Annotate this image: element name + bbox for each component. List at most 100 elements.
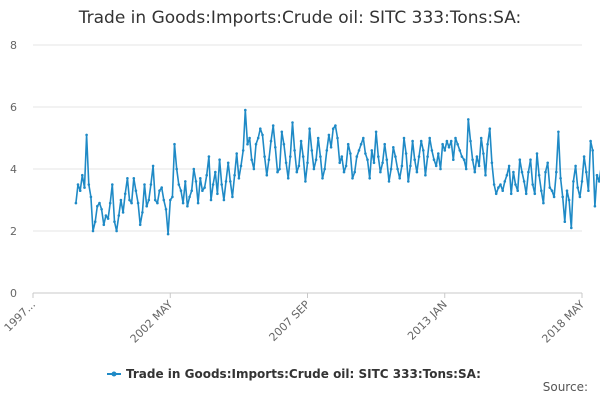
data-point: [186, 204, 189, 208]
data-point: [325, 149, 329, 152]
data-point: [471, 158, 474, 161]
data-point: [503, 180, 507, 183]
data-point: [89, 195, 93, 199]
data-point: [241, 149, 245, 152]
data-point: [514, 183, 517, 186]
data-point: [156, 201, 159, 205]
data-point: [141, 211, 144, 214]
data-point: [259, 127, 262, 130]
data-point: [291, 121, 294, 124]
data-point: [321, 177, 324, 180]
data-point: [409, 164, 412, 168]
data-point: [535, 152, 539, 155]
data-point: [482, 152, 485, 155]
data-point: [316, 136, 320, 140]
data-point: [314, 158, 318, 161]
data-point: [239, 164, 243, 168]
data-point: [224, 180, 228, 183]
data-point: [366, 158, 369, 161]
data-point: [447, 146, 451, 149]
data-point: [432, 158, 436, 161]
legend[interactable]: Trade in Goods:Imports:Crude oil: SITC 3…: [107, 367, 481, 381]
data-point: [488, 127, 492, 130]
data-point: [501, 189, 505, 192]
data-point: [123, 192, 127, 196]
data-point: [338, 161, 342, 165]
data-point: [344, 164, 348, 168]
data-point: [252, 167, 256, 171]
series-line: [75, 109, 600, 235]
data-point: [546, 161, 549, 165]
data-point: [415, 170, 419, 174]
data-point: [469, 139, 472, 143]
y-tick-label: 8: [10, 39, 17, 52]
data-point: [108, 201, 112, 205]
data-point: [214, 170, 217, 174]
data-point: [81, 173, 84, 177]
data-point: [306, 161, 309, 165]
data-point: [520, 170, 524, 174]
data-point: [327, 133, 331, 137]
data-point: [280, 130, 284, 134]
data-point: [76, 183, 80, 186]
data-point: [169, 198, 172, 202]
data-point: [229, 180, 232, 183]
data-point: [398, 177, 402, 180]
data-point: [295, 170, 299, 174]
data-point: [364, 152, 367, 155]
data-point: [111, 183, 114, 186]
data-point: [486, 142, 489, 146]
data-point: [175, 167, 178, 171]
data-point: [319, 155, 322, 158]
data-point: [340, 155, 344, 158]
data-point: [359, 142, 363, 146]
data-point: [505, 173, 509, 177]
data-point: [422, 149, 425, 152]
data-point: [550, 189, 554, 192]
data-point: [509, 192, 513, 196]
data-point: [452, 158, 455, 161]
data-point: [181, 201, 185, 205]
data-point: [136, 201, 140, 205]
data-point: [104, 214, 108, 217]
data-point: [250, 158, 253, 161]
data-point: [113, 220, 116, 223]
data-point: [261, 133, 264, 137]
data-point: [179, 189, 183, 192]
data-point: [342, 170, 346, 174]
data-point: [119, 198, 123, 202]
data-point: [400, 164, 404, 168]
data-point: [518, 158, 522, 161]
data-point: [91, 229, 95, 233]
x-tick-label: 2013 JAN: [405, 298, 450, 343]
data-point: [271, 124, 275, 127]
data-point: [492, 183, 496, 186]
data-point: [78, 189, 82, 192]
data-point: [542, 201, 545, 205]
data-point: [237, 177, 241, 180]
data-point: [392, 146, 395, 149]
data-point: [507, 164, 511, 168]
data-point: [149, 183, 153, 186]
data-point: [531, 183, 534, 186]
data-point: [428, 136, 432, 140]
data-point: [591, 149, 594, 152]
data-point: [331, 127, 335, 130]
data-point: [379, 170, 382, 174]
data-point: [377, 155, 380, 158]
data-point: [269, 139, 273, 143]
data-point: [419, 139, 423, 143]
data-point: [274, 146, 277, 149]
data-point: [222, 198, 226, 202]
data-point: [563, 220, 567, 223]
data-point: [445, 139, 449, 143]
data-point: [479, 136, 483, 140]
data-point: [475, 155, 479, 158]
data-point: [138, 223, 142, 227]
data-point: [404, 152, 408, 155]
data-point: [246, 142, 249, 146]
data-point: [540, 189, 543, 192]
data-point: [552, 195, 556, 199]
data-point: [385, 158, 389, 161]
